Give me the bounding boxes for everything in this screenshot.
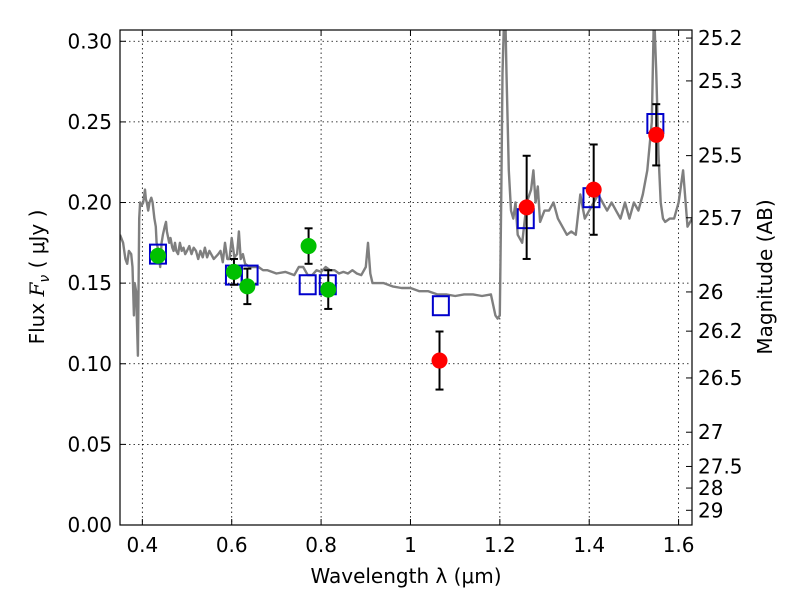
green-data-point (300, 238, 317, 255)
right-tick-label: 28 (698, 476, 723, 500)
red-data-point (518, 199, 535, 216)
model-photometry-square (298, 274, 317, 296)
x-tick-label: 1 (404, 533, 417, 557)
red-data-point (585, 181, 602, 198)
green-data-point (225, 263, 242, 280)
y-tick-label: 0.20 (67, 191, 112, 215)
y-axis-label-subscript: ν (37, 275, 53, 283)
right-tick-label: 25.2 (698, 26, 743, 50)
right-tick-label: 26 (698, 280, 723, 304)
x-tick-label: 1.2 (484, 533, 516, 557)
plot-frame (119, 29, 693, 526)
x-tick-label: 0.8 (305, 533, 337, 557)
right-tick-label: 29 (698, 498, 723, 522)
right-axis-label: Magnitude (AB) (753, 199, 777, 354)
right-tick-label: 26.5 (698, 366, 743, 390)
green-data-point (320, 281, 337, 298)
x-axis-label: Wavelength λ (μm) (310, 564, 501, 588)
y-axis-label-unit: ( μJy ) (25, 210, 49, 275)
y-axis-label-prefix: Flux (25, 296, 49, 344)
plot-background (120, 30, 692, 525)
y-axis-label-symbol: F (25, 281, 49, 297)
x-tick-label: 1.4 (573, 533, 605, 557)
right-tick-label: 25.3 (698, 69, 743, 93)
y-tick-label: 0.00 (67, 513, 112, 537)
model-sed-line (120, 30, 692, 357)
right-tick-label: 25.5 (698, 144, 743, 168)
red-data-point (648, 126, 665, 143)
red-data-point (431, 352, 448, 369)
y-tick-label: 0.10 (67, 352, 112, 376)
green-data-point (149, 247, 166, 264)
y-tick-label: 0.30 (67, 29, 112, 53)
right-tick-label: 25.7 (698, 206, 743, 230)
right-tick-label: 27 (698, 420, 723, 444)
y-tick-label: 0.15 (67, 271, 112, 295)
data-layer (120, 30, 692, 391)
green-data-point (239, 278, 256, 295)
right-tick-label: 26.2 (698, 319, 743, 343)
ticks: 0.4 0.6 0.8 1 1.2 1.4 1.6 0.00 0.05 0.10 0.15 0.20 0… (67, 26, 742, 557)
x-tick-label: 1.6 (663, 533, 695, 557)
y-axis-label: Flux Fν ( μJy ) (25, 210, 53, 345)
y-tick-label: 0.05 (67, 432, 112, 456)
right-tick-label: 27.5 (698, 454, 743, 478)
x-tick-label: 0.4 (126, 533, 158, 557)
model-photometry-square (431, 295, 450, 317)
y-tick-label: 0.25 (67, 110, 112, 134)
x-tick-label: 0.6 (216, 533, 248, 557)
